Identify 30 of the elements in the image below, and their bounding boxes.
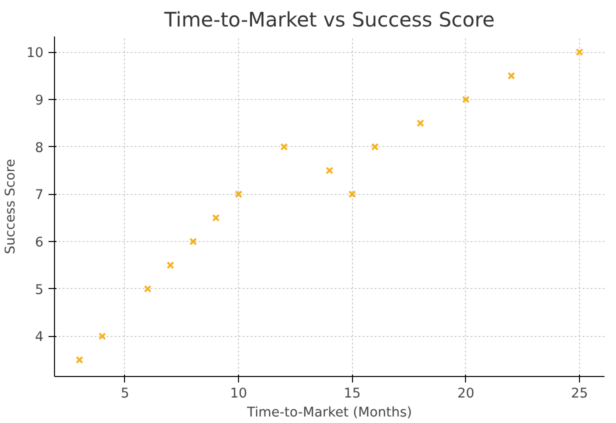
point (507, 72, 516, 80)
point (416, 119, 424, 127)
point (189, 238, 197, 246)
point (348, 190, 356, 198)
point (212, 214, 220, 222)
x-axis-title: Time-to-Market (Months) (246, 406, 412, 420)
point (462, 96, 470, 104)
y-tick-label: 4 (35, 330, 44, 346)
x-tick-label: 15 (344, 386, 361, 402)
x-tick-label: 25 (571, 386, 588, 402)
x-tick-label: 10 (230, 386, 248, 402)
y-tick-label: 7 (35, 188, 44, 204)
y-tick-label: 6 (35, 236, 44, 251)
y-tick-label: 5 (35, 282, 44, 298)
point (576, 48, 584, 56)
point (234, 190, 242, 198)
y-tick-label: 8 (35, 140, 44, 156)
chart-title: Time-to-Market vs Success Score (163, 8, 495, 32)
x-tick-label: 20 (457, 386, 474, 402)
y-tick-label: 10 (26, 46, 44, 62)
point (76, 356, 84, 364)
point (166, 261, 174, 270)
point (144, 285, 152, 293)
point (98, 332, 106, 340)
point (280, 143, 288, 151)
x-tick-label: 5 (120, 386, 130, 402)
point (371, 143, 379, 151)
point (326, 166, 334, 174)
y-axis-title: Success Score (4, 158, 19, 254)
y-tick-label: 9 (35, 93, 44, 108)
